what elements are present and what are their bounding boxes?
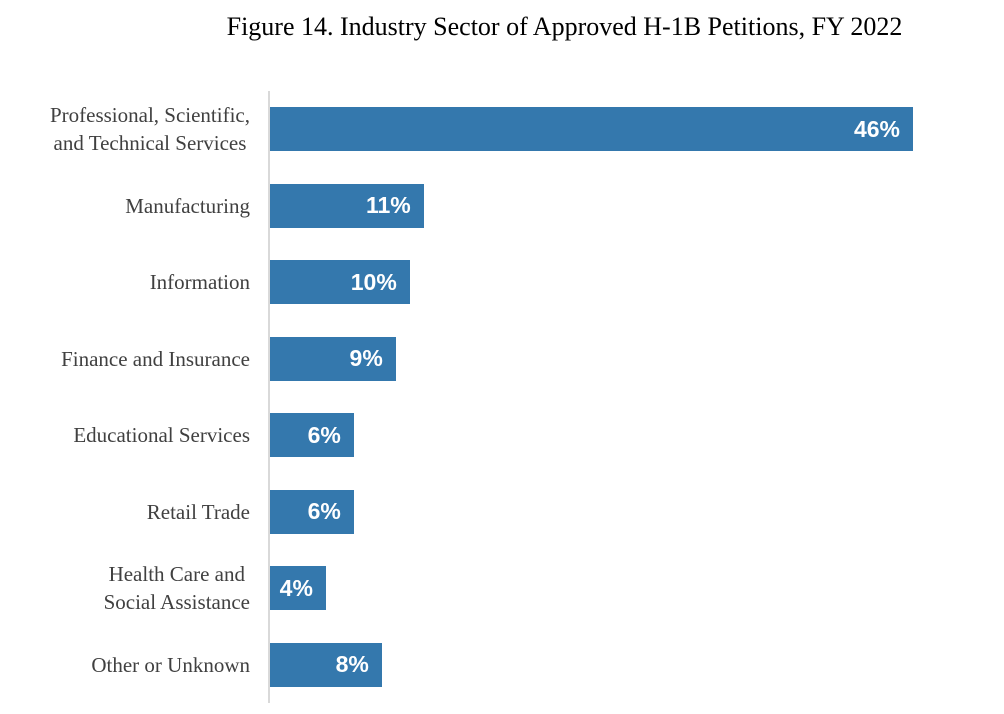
category-label: Other or Unknown xyxy=(91,652,250,677)
chart-row: Finance and Insurance 9% xyxy=(0,320,1004,398)
bar-value-label: 4% xyxy=(279,574,313,601)
bar-value-label: 8% xyxy=(335,651,369,678)
chart-row: Educational Services 6% xyxy=(0,397,1004,474)
bar: 11% xyxy=(270,183,424,228)
plot-area: 9% xyxy=(268,320,1004,397)
chart-row: Manufacturing 11% xyxy=(0,167,1004,245)
category-label: Educational Services xyxy=(73,423,250,448)
label-cell: Information xyxy=(0,244,268,321)
plot-area: 11% xyxy=(268,167,1004,244)
label-cell: Finance and Insurance xyxy=(0,321,268,398)
bar: 10% xyxy=(270,260,410,305)
label-cell: Retail Trade xyxy=(0,474,268,551)
category-label: Information xyxy=(149,270,250,295)
plot-area: 10% xyxy=(268,244,1004,321)
category-label: Finance and Insurance xyxy=(61,346,250,371)
bar: 4% xyxy=(270,566,326,611)
bar-value-label: 10% xyxy=(350,268,397,295)
bar-value-label: 11% xyxy=(365,192,411,219)
plot-area: 6% xyxy=(268,397,1004,474)
bar-value-label: 9% xyxy=(349,345,383,372)
chart-title: Figure 14. Industry Sector of Approved H… xyxy=(226,12,903,41)
bar: 46% xyxy=(270,107,913,152)
category-label: Retail Trade xyxy=(146,499,250,524)
label-cell: Other or Unknown xyxy=(0,627,268,704)
bar-chart: Professional, Scientific, and Technical … xyxy=(0,91,1004,703)
chart-row: Retail Trade 6% xyxy=(0,473,1004,551)
category-label: Professional, Scientific, and Technical … xyxy=(49,103,250,156)
chart-row: Health Care and Social Assistance 4% xyxy=(0,550,1004,627)
plot-area: 4% xyxy=(268,550,1004,627)
chart-row: Professional, Scientific, and Technical … xyxy=(0,91,1004,168)
bar: 8% xyxy=(270,642,382,687)
bar-value-label: 6% xyxy=(307,498,341,525)
plot-area: 46% xyxy=(268,91,1004,168)
bar-value-label: 6% xyxy=(307,421,341,448)
bar: 6% xyxy=(270,489,354,534)
bar-value-label: 46% xyxy=(853,115,900,142)
chart-row: Information 10% xyxy=(0,244,1004,321)
plot-area: 8% xyxy=(268,626,1004,703)
plot-area: 6% xyxy=(268,473,1004,550)
label-cell: Manufacturing xyxy=(0,168,268,245)
label-cell: Educational Services xyxy=(0,397,268,474)
chart-row: Other or Unknown 8% xyxy=(0,626,1004,704)
bar: 6% xyxy=(270,413,354,458)
label-cell: Health Care and Social Assistance xyxy=(0,550,268,627)
label-cell: Professional, Scientific, and Technical … xyxy=(0,91,268,168)
category-label: Manufacturing xyxy=(125,193,250,218)
category-label: Health Care and Social Assistance xyxy=(103,562,250,615)
bar: 9% xyxy=(270,336,396,381)
